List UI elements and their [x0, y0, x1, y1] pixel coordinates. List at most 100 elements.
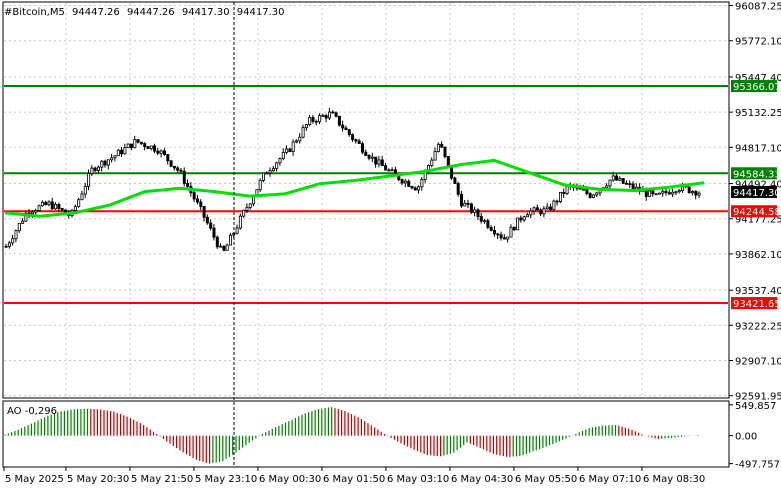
candle-body: [671, 191, 675, 195]
candle-body: [562, 191, 566, 194]
candle-body: [30, 211, 34, 215]
candle-body: [291, 141, 295, 152]
candle-body: [314, 120, 318, 123]
ao-tick-label: 0.00: [735, 432, 757, 443]
price-tick-label: 94492.40: [735, 180, 781, 191]
candle-body: [370, 156, 374, 159]
candle-body: [509, 226, 513, 238]
candle-body: [4, 245, 8, 248]
candle-body: [664, 190, 668, 194]
candle-body: [228, 234, 232, 246]
candle-body: [278, 158, 282, 164]
candle-body: [341, 124, 345, 129]
ao-axis: 549.857 0.00 -497.757: [729, 401, 780, 471]
price-tick-label: 94817.10: [735, 143, 781, 154]
candle-body: [149, 145, 153, 149]
candle-body: [195, 198, 199, 203]
candle-body: [407, 180, 411, 187]
candle-body: [611, 175, 615, 181]
header-open: 94447.26: [72, 7, 120, 18]
candle-body: [440, 143, 444, 148]
candle-body: [446, 156, 450, 166]
candle-body: [621, 178, 625, 184]
price-tick-label: 95447.40: [735, 73, 781, 84]
candle-body: [245, 206, 249, 211]
candle-body: [489, 227, 493, 231]
candle-body: [413, 187, 417, 191]
indicator-panel-border: [2, 400, 730, 468]
candle-body: [281, 152, 285, 159]
candle-body: [459, 193, 463, 207]
candle-body: [77, 199, 81, 208]
candle-body: [532, 207, 536, 212]
candle-body: [608, 179, 612, 187]
level-label: 94244.58: [733, 207, 781, 218]
candle-body: [661, 190, 665, 194]
candle-body: [11, 238, 15, 244]
candle-body: [294, 140, 298, 143]
candle-body: [351, 134, 355, 140]
level-label-box: [731, 167, 777, 180]
candle-body: [324, 115, 328, 119]
candle-body: [473, 209, 477, 213]
candle-body: [238, 215, 242, 229]
candle-body: [44, 201, 48, 206]
candle-body: [54, 204, 58, 210]
candle-body: [697, 192, 701, 196]
candle-body: [265, 172, 269, 175]
candle-body: [654, 193, 658, 196]
candle-body: [321, 115, 325, 117]
candle-body: [7, 242, 11, 247]
candle-body: [47, 201, 51, 206]
candle-body: [90, 167, 94, 175]
level-label-box: [731, 297, 777, 310]
candle-body: [186, 183, 190, 187]
candle-body: [615, 175, 619, 181]
candle-body: [410, 186, 414, 189]
header-label: #Bitcoin,M5 94447.26 94447.26 94417.30 9…: [4, 7, 284, 18]
candle-body: [110, 157, 114, 161]
candle-body: [103, 160, 107, 166]
candle-body: [512, 226, 516, 231]
candle-body: [582, 188, 586, 191]
candle-body: [120, 149, 124, 155]
ma-line: [4, 158, 705, 218]
candle-body: [327, 111, 331, 119]
candle-body: [631, 183, 635, 190]
candle-body: [308, 117, 312, 126]
candle-body: [535, 207, 539, 211]
candle-body: [347, 129, 351, 136]
level-label: 94584.33: [733, 169, 781, 180]
candle-body: [252, 196, 256, 205]
candle-body: [677, 190, 681, 193]
ao-tick-label: 549.857: [735, 401, 776, 412]
candle-body: [433, 151, 437, 161]
time-axis: 5 May 2025 5 May 20:30 5 May 21:50 5 May 23…: [3, 467, 705, 485]
candle-body: [364, 151, 368, 156]
candle-body: [403, 180, 407, 184]
header-close: 94417.30: [237, 7, 285, 18]
candle-body: [162, 150, 166, 155]
last-price-label: 94417.30: [733, 188, 781, 199]
candle-body: [377, 159, 381, 165]
candle-body: [192, 192, 196, 200]
candle-body: [199, 201, 203, 207]
candle-body: [390, 169, 394, 172]
level-label-box: [731, 80, 777, 93]
candle-body: [691, 190, 695, 194]
candle-body: [205, 216, 209, 224]
candle-body: [146, 146, 150, 149]
candle-body: [357, 140, 361, 144]
candle-body: [526, 214, 530, 218]
candle-body: [486, 220, 490, 228]
candle-body: [380, 159, 384, 167]
candle-body: [469, 203, 473, 213]
price-axis: 96087.25 95772.10 95447.40 95132.25 94817.10…: [729, 2, 781, 403]
candle-body: [311, 117, 315, 122]
candle-body: [545, 206, 549, 210]
candles: [4, 107, 701, 252]
candle-body: [694, 190, 698, 196]
candle-body: [687, 186, 691, 194]
candle-body: [552, 200, 556, 211]
